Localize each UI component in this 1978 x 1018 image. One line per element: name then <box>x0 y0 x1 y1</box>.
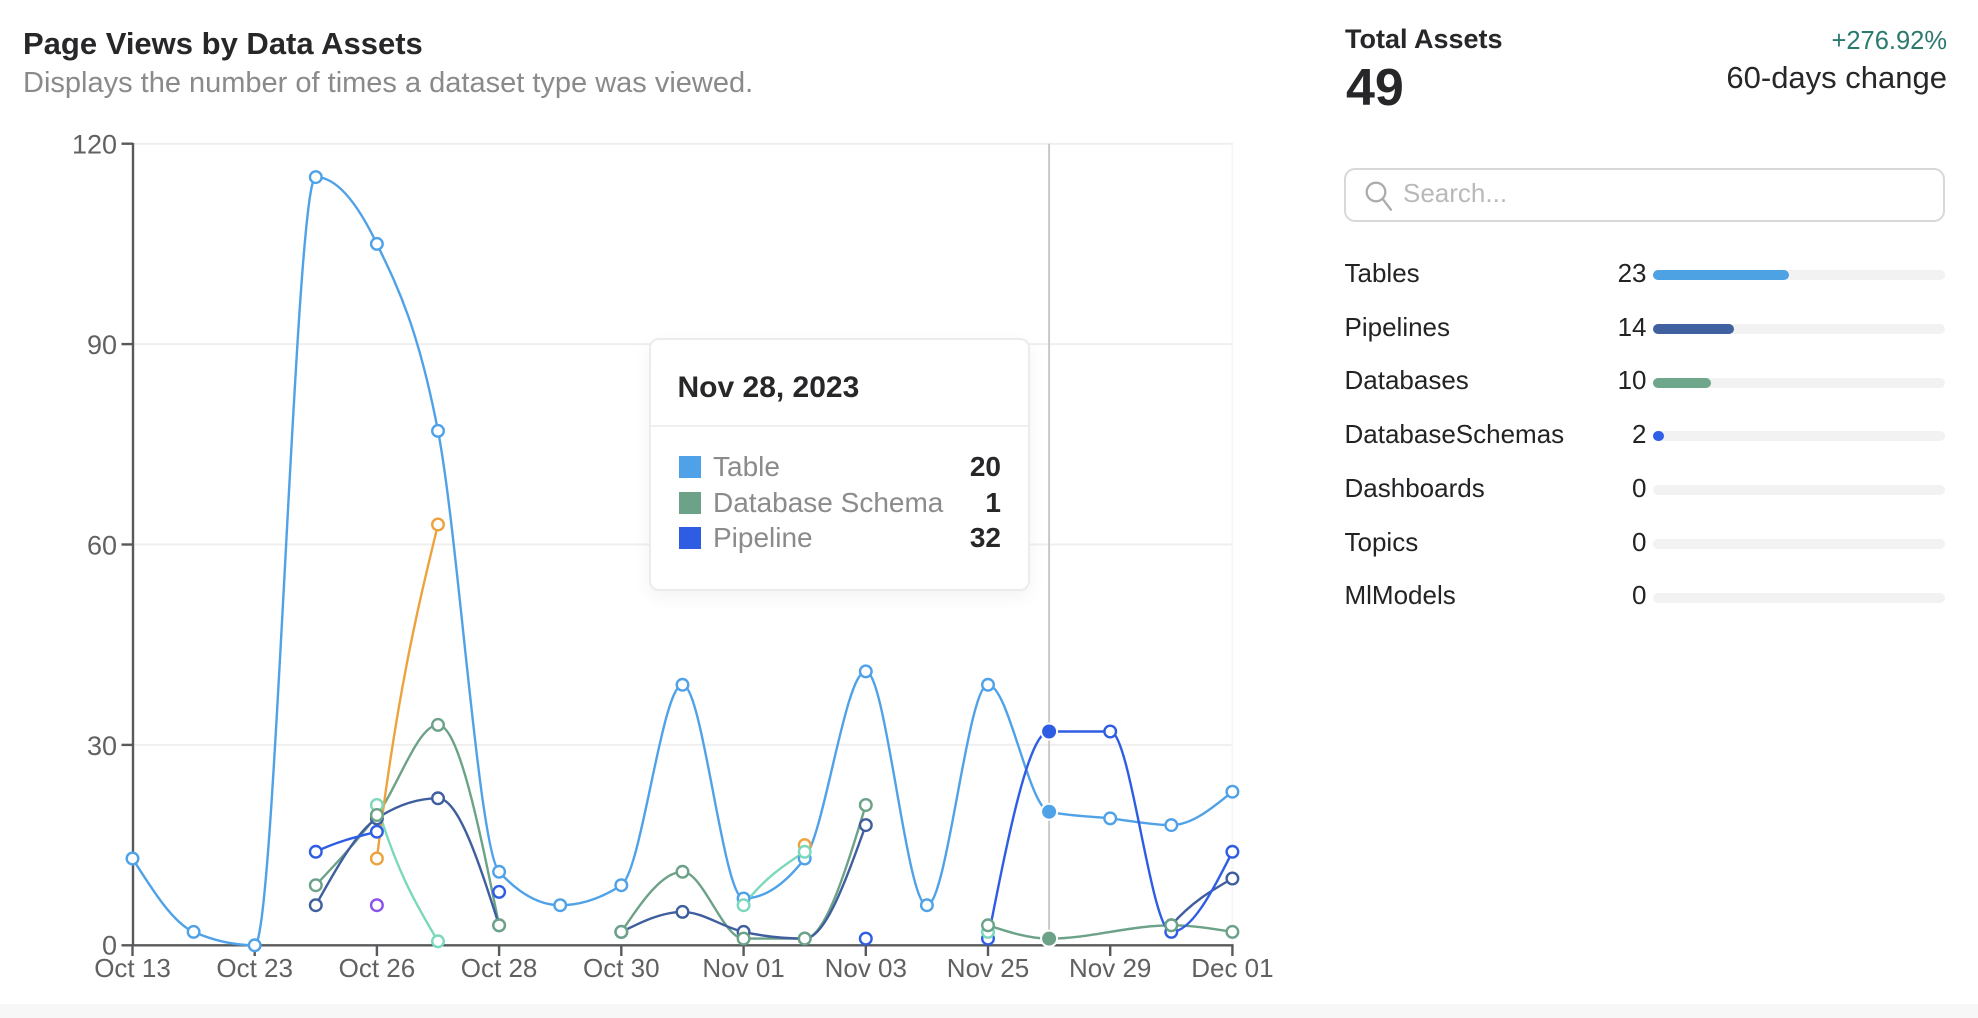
svg-text:30: 30 <box>87 731 117 761</box>
svg-text:Oct 23: Oct 23 <box>216 953 293 983</box>
svg-text:120: 120 <box>72 130 117 160</box>
svg-text:90: 90 <box>87 330 117 360</box>
svg-text:Oct 26: Oct 26 <box>339 953 416 983</box>
svg-text:Dec 01: Dec 01 <box>1191 953 1273 983</box>
svg-text:Nov 01: Nov 01 <box>702 953 784 983</box>
svg-text:Nov 29: Nov 29 <box>1069 953 1151 983</box>
svg-text:Oct 28: Oct 28 <box>461 953 538 983</box>
svg-text:Nov 03: Nov 03 <box>825 953 907 983</box>
svg-text:Oct 30: Oct 30 <box>583 953 660 983</box>
svg-text:Oct 13: Oct 13 <box>94 953 171 983</box>
svg-text:60: 60 <box>87 530 117 560</box>
svg-text:0: 0 <box>102 931 117 961</box>
svg-text:Nov 25: Nov 25 <box>947 953 1029 983</box>
